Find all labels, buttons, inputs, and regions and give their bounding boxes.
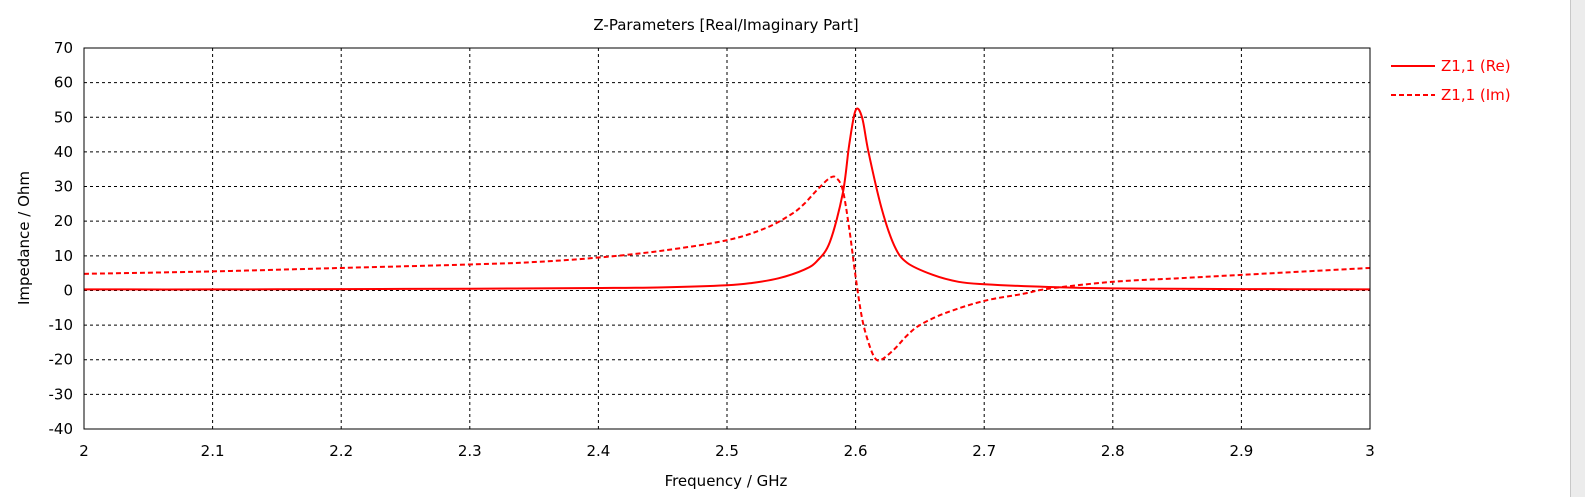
window-edge bbox=[1570, 0, 1585, 497]
series-line-re bbox=[83, 107, 1371, 291]
x-tick-label: 2.3 bbox=[458, 442, 482, 460]
x-tick-label: 2.5 bbox=[715, 442, 739, 460]
legend: Z1,1 (Re) Z1,1 (Im) bbox=[1391, 57, 1511, 104]
legend-label: Z1,1 (Re) bbox=[1441, 57, 1511, 75]
y-tick-label: 10 bbox=[54, 247, 73, 265]
x-tick-label: 2.4 bbox=[586, 442, 610, 460]
x-tick-label: 2.8 bbox=[1101, 442, 1125, 460]
x-tick-label: 2.1 bbox=[201, 442, 225, 460]
y-tick-label: -20 bbox=[49, 351, 74, 369]
y-tick-label: 0 bbox=[63, 281, 73, 299]
chart-title: Z-Parameters [Real/Imaginary Part] bbox=[593, 16, 858, 34]
grid-lines bbox=[84, 48, 1370, 429]
y-tick-label: 20 bbox=[54, 212, 73, 230]
legend-label: Z1,1 (Im) bbox=[1441, 86, 1511, 104]
y-tick-label: 60 bbox=[54, 74, 73, 92]
tick-labels: 2 2.1 2.2 2.3 2.4 2.5 2.6 2.7 2.8 2.9 3 70 60 50 40 30 2… bbox=[49, 39, 1375, 460]
y-axis-label: Impedance / Ohm bbox=[15, 171, 33, 305]
x-tick-label: 2 bbox=[79, 442, 89, 460]
y-tick-label: 50 bbox=[54, 108, 73, 126]
x-tick-label: 2.7 bbox=[972, 442, 996, 460]
x-tick-label: 2.9 bbox=[1229, 442, 1253, 460]
y-tick-label: -30 bbox=[49, 385, 74, 403]
x-tick-label: 2.6 bbox=[844, 442, 868, 460]
y-tick-label: 70 bbox=[54, 39, 73, 57]
x-axis-label: Frequency / GHz bbox=[665, 472, 788, 490]
x-tick-label: 2.2 bbox=[329, 442, 353, 460]
y-tick-label: -40 bbox=[49, 420, 74, 438]
plot-area bbox=[83, 47, 1371, 430]
y-tick-label: -10 bbox=[49, 316, 74, 334]
y-tick-label: 40 bbox=[54, 143, 73, 161]
x-tick-label: 3 bbox=[1365, 442, 1375, 460]
y-tick-label: 30 bbox=[54, 178, 73, 196]
series-line-im bbox=[83, 175, 1371, 362]
series-lines bbox=[83, 107, 1371, 362]
